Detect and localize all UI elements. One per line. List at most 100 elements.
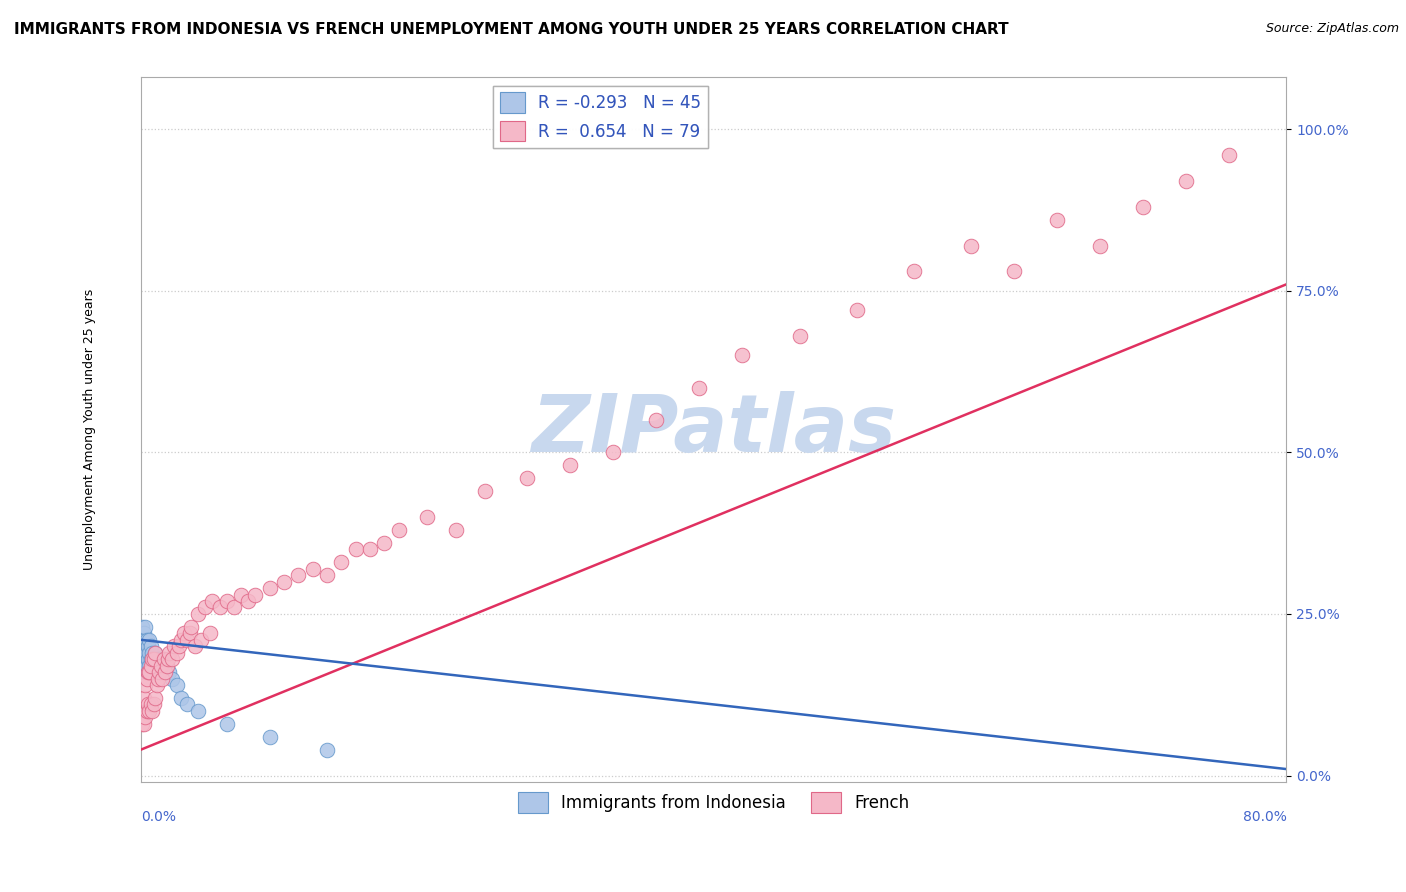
Point bbox=[139, 658, 162, 673]
Point bbox=[135, 632, 157, 647]
Text: 0.0%: 0.0% bbox=[141, 810, 176, 824]
Point bbox=[1132, 200, 1154, 214]
Point bbox=[143, 690, 166, 705]
Point bbox=[229, 588, 252, 602]
Point bbox=[688, 381, 710, 395]
Point bbox=[132, 690, 155, 705]
Point bbox=[146, 672, 169, 686]
Point bbox=[145, 652, 167, 666]
Point bbox=[190, 632, 212, 647]
Point bbox=[142, 652, 165, 666]
Point bbox=[139, 698, 162, 712]
Point bbox=[215, 716, 238, 731]
Point bbox=[138, 665, 160, 679]
Point bbox=[148, 652, 170, 666]
Point bbox=[146, 658, 169, 673]
Point bbox=[259, 730, 281, 744]
Point bbox=[184, 640, 207, 654]
Point bbox=[159, 646, 181, 660]
Point bbox=[169, 640, 191, 654]
Point bbox=[173, 626, 195, 640]
Point bbox=[845, 303, 868, 318]
Point bbox=[141, 704, 163, 718]
Point bbox=[152, 652, 174, 666]
Point bbox=[142, 652, 165, 666]
Point bbox=[149, 658, 172, 673]
Point bbox=[131, 632, 153, 647]
Point bbox=[176, 698, 198, 712]
Point bbox=[143, 646, 166, 660]
Point bbox=[163, 640, 186, 654]
Point bbox=[136, 698, 159, 712]
Point bbox=[201, 594, 224, 608]
Point bbox=[136, 665, 159, 679]
Point bbox=[179, 626, 201, 640]
Point bbox=[187, 607, 209, 621]
Point bbox=[159, 665, 181, 679]
Point bbox=[330, 555, 353, 569]
Point bbox=[170, 632, 193, 647]
Text: Unemployment Among Youth under 25 years: Unemployment Among Youth under 25 years bbox=[83, 289, 96, 570]
Point bbox=[134, 658, 156, 673]
Point bbox=[1002, 264, 1025, 278]
Point bbox=[139, 665, 162, 679]
Point bbox=[131, 658, 153, 673]
Text: 80.0%: 80.0% bbox=[1243, 810, 1286, 824]
Point bbox=[143, 658, 166, 673]
Point bbox=[138, 704, 160, 718]
Point bbox=[135, 646, 157, 660]
Legend: R = -0.293   N = 45, R =  0.654   N = 79: R = -0.293 N = 45, R = 0.654 N = 79 bbox=[494, 86, 707, 148]
Point bbox=[136, 640, 159, 654]
Point bbox=[157, 652, 180, 666]
Point bbox=[273, 574, 295, 589]
Point bbox=[1175, 174, 1198, 188]
Point bbox=[162, 672, 184, 686]
Point bbox=[153, 665, 176, 679]
Point bbox=[245, 588, 267, 602]
Point bbox=[344, 542, 367, 557]
Point bbox=[259, 581, 281, 595]
Point bbox=[316, 568, 339, 582]
Point bbox=[131, 646, 153, 660]
Point bbox=[136, 652, 159, 666]
Point bbox=[238, 594, 260, 608]
Point bbox=[474, 484, 496, 499]
Point bbox=[136, 665, 159, 679]
Point bbox=[134, 646, 156, 660]
Point bbox=[132, 716, 155, 731]
Text: IMMIGRANTS FROM INDONESIA VS FRENCH UNEMPLOYMENT AMONG YOUTH UNDER 25 YEARS CORR: IMMIGRANTS FROM INDONESIA VS FRENCH UNEM… bbox=[14, 22, 1008, 37]
Point bbox=[132, 652, 155, 666]
Point bbox=[1218, 148, 1240, 162]
Point bbox=[731, 348, 754, 362]
Point bbox=[444, 523, 467, 537]
Point bbox=[138, 646, 160, 660]
Point bbox=[132, 640, 155, 654]
Point bbox=[287, 568, 309, 582]
Point bbox=[373, 536, 395, 550]
Point bbox=[166, 678, 188, 692]
Point bbox=[416, 510, 439, 524]
Point bbox=[516, 471, 538, 485]
Point bbox=[134, 620, 156, 634]
Point bbox=[215, 594, 238, 608]
Point bbox=[180, 620, 202, 634]
Point bbox=[222, 600, 245, 615]
Point bbox=[135, 704, 157, 718]
Point bbox=[138, 658, 160, 673]
Point bbox=[645, 413, 668, 427]
Point bbox=[316, 742, 339, 756]
Point bbox=[139, 652, 162, 666]
Point bbox=[134, 678, 156, 692]
Point bbox=[187, 704, 209, 718]
Point bbox=[135, 658, 157, 673]
Point bbox=[176, 632, 198, 647]
Text: Source: ZipAtlas.com: Source: ZipAtlas.com bbox=[1265, 22, 1399, 36]
Point bbox=[131, 716, 153, 731]
Point bbox=[560, 458, 582, 473]
Point bbox=[388, 523, 411, 537]
Point bbox=[208, 600, 231, 615]
Point bbox=[359, 542, 381, 557]
Point bbox=[143, 646, 166, 660]
Point bbox=[142, 665, 165, 679]
Point bbox=[789, 329, 811, 343]
